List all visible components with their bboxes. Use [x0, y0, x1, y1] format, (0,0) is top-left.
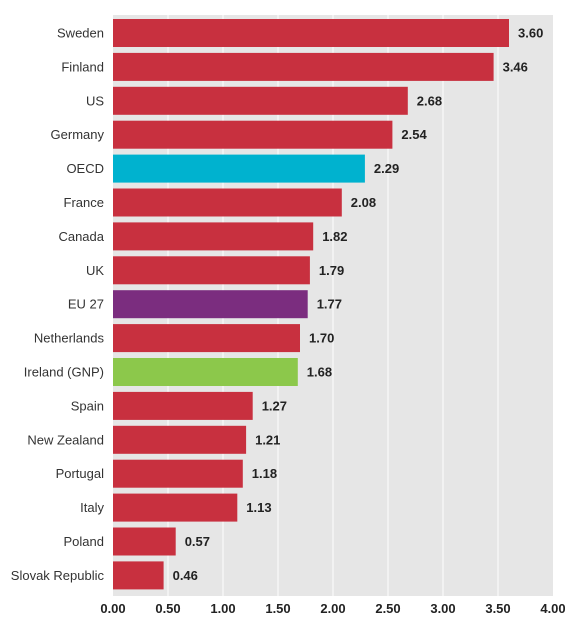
value-label: 1.79 — [319, 263, 344, 278]
category-label: New Zealand — [27, 432, 104, 447]
category-label: US — [86, 93, 104, 108]
value-label: 0.46 — [173, 568, 198, 583]
category-label: Germany — [51, 127, 105, 142]
x-tick-label: 0.00 — [100, 601, 125, 616]
value-label: 1.18 — [252, 466, 277, 481]
x-tick-label: 3.50 — [485, 601, 510, 616]
category-label: UK — [86, 263, 104, 278]
x-tick-label: 2.00 — [320, 601, 345, 616]
value-label: 1.13 — [246, 500, 271, 515]
category-labels: Sweden Finland US Germany OECD France Canada UK… — [11, 26, 105, 583]
x-tick-label: 3.00 — [430, 601, 455, 616]
category-label: Portugal — [56, 466, 105, 481]
bar — [113, 86, 408, 115]
category-label: Poland — [64, 534, 104, 549]
bar — [113, 561, 164, 590]
value-label: 1.68 — [307, 365, 332, 380]
x-axis-ticks: 0.00 0.50 1.00 1.50 2.00 2.50 3.00 3.50 4.00 — [100, 601, 565, 616]
category-label: Sweden — [57, 26, 104, 41]
bar — [113, 19, 509, 47]
value-label: 0.57 — [185, 534, 210, 549]
bars — [113, 19, 509, 590]
bar — [113, 425, 247, 454]
x-tick-label: 1.00 — [210, 601, 235, 616]
category-label: Netherlands — [34, 331, 105, 346]
bar — [113, 459, 243, 488]
category-label: Italy — [80, 500, 104, 515]
x-tick-label: 4.00 — [540, 601, 565, 616]
value-labels: 3.60 3.46 2.68 2.54 2.29 2.08 1.82 1.79 1.77 1.70… — [173, 26, 544, 583]
category-label: Ireland (GNP) — [24, 365, 104, 380]
bar — [113, 52, 494, 81]
bar — [113, 358, 298, 386]
x-tick-label: 0.50 — [155, 601, 180, 616]
bar — [113, 493, 238, 522]
category-label: OECD — [66, 161, 104, 176]
value-label: 2.29 — [374, 161, 399, 176]
category-label: France — [64, 195, 104, 210]
category-label: Slovak Republic — [11, 568, 105, 583]
bar — [113, 222, 314, 251]
bar — [113, 188, 342, 217]
category-label: EU 27 — [68, 297, 104, 312]
value-label: 1.70 — [309, 331, 334, 346]
bar — [113, 527, 176, 556]
value-label: 1.77 — [317, 297, 342, 312]
bar — [113, 154, 365, 183]
category-label: Spain — [71, 398, 104, 413]
bar — [113, 290, 308, 319]
value-label: 1.27 — [262, 398, 287, 413]
value-label: 3.46 — [503, 59, 528, 74]
value-label: 1.21 — [255, 432, 280, 447]
x-tick-label: 1.50 — [265, 601, 290, 616]
x-tick-label: 2.50 — [375, 601, 400, 616]
bar — [113, 391, 253, 420]
category-label: Finland — [61, 59, 104, 74]
value-label: 2.68 — [417, 93, 442, 108]
category-label: Canada — [58, 229, 104, 244]
value-label: 1.82 — [322, 229, 347, 244]
bar — [113, 324, 300, 353]
value-label: 2.08 — [351, 195, 376, 210]
value-label: 3.60 — [518, 26, 543, 41]
bar — [113, 256, 310, 285]
bar — [113, 120, 393, 149]
value-label: 2.54 — [401, 127, 427, 142]
